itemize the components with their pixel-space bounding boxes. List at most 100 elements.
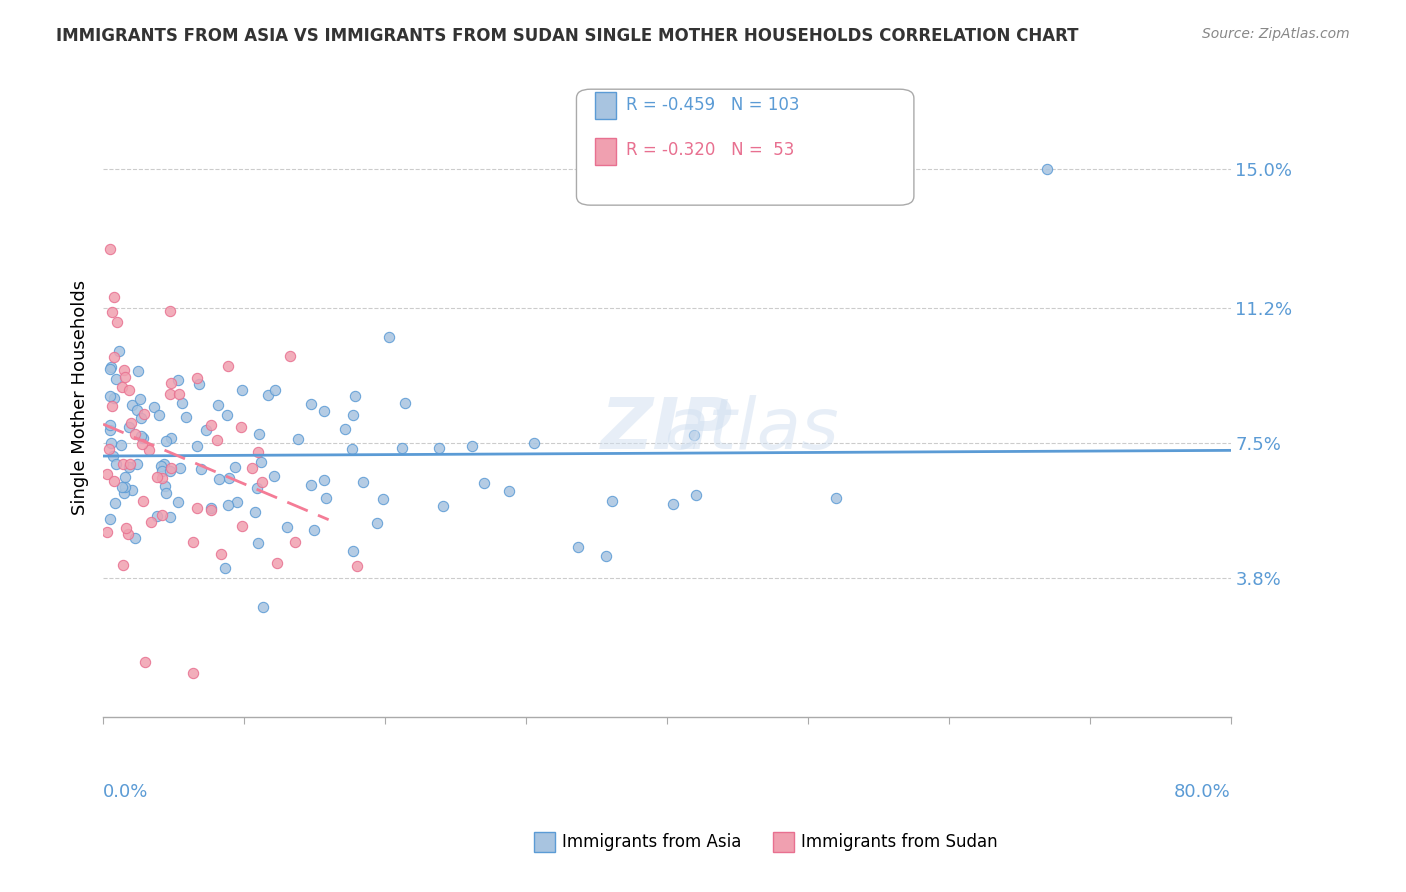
Point [825,491,848,505]
Text: ZIP: ZIP [600,394,733,464]
Point [100,359,122,374]
Text: Immigrants from Asia: Immigrants from Asia [562,833,742,851]
Point [252,600,274,615]
Point [391,442,413,456]
Point [176,410,198,425]
Point [299,397,322,411]
Point [266,556,288,570]
Point [112,486,135,500]
Point [150,471,173,485]
Point [314,404,336,418]
Point [167,373,190,387]
Point [110,438,132,452]
Point [118,383,141,397]
Point [181,534,204,549]
Point [600,494,623,508]
Point [134,655,156,669]
Point [118,460,141,475]
Point [208,473,231,487]
Point [103,474,125,488]
Point [155,485,177,500]
Point [120,416,142,430]
Point [595,549,617,563]
Point [247,444,270,458]
Point [461,439,484,453]
Point [124,426,146,441]
Point [250,455,273,469]
Point [214,561,236,575]
Point [342,544,364,558]
Point [229,420,252,434]
Point [246,536,269,550]
Point [129,392,152,407]
Point [378,330,401,344]
Point [200,500,222,515]
Point [112,363,135,377]
Point [263,384,285,398]
Point [299,478,322,492]
Point [150,458,173,473]
Point [472,476,495,491]
Point [167,387,190,401]
Point [98,362,121,376]
Point [567,540,589,554]
Text: R = -0.320   N =  53: R = -0.320 N = 53 [626,141,794,159]
Point [315,491,337,505]
Point [263,469,285,483]
Point [662,497,685,511]
Point [183,665,205,680]
Point [105,315,128,329]
Point [103,496,125,510]
Point [371,492,394,507]
Point [250,475,273,490]
Point [124,532,146,546]
Point [98,423,121,437]
Point [432,499,454,513]
Point [243,505,266,519]
Point [127,364,149,378]
Point [114,370,136,384]
Point [246,481,269,495]
Point [160,460,183,475]
Point [103,449,125,463]
Point [160,376,183,391]
Point [153,479,176,493]
Point [200,503,222,517]
Point [111,480,134,494]
Point [146,470,169,484]
Point [114,470,136,484]
Point [96,525,118,540]
Text: atlas: atlas [664,394,839,464]
Point [209,547,232,561]
Point [111,558,134,573]
Point [352,475,374,490]
Point [121,399,143,413]
Point [96,467,118,482]
Point [186,370,208,384]
Point [105,372,128,386]
Point [121,483,143,497]
Point [114,480,136,494]
Point [231,383,253,397]
Point [127,403,149,417]
Point [117,420,139,434]
Point [186,439,208,453]
Point [342,442,364,456]
Point [226,495,249,509]
Point [105,457,128,471]
Point [129,411,152,425]
Point [131,437,153,451]
Point [685,488,707,502]
Text: Immigrants from Sudan: Immigrants from Sudan [801,833,998,851]
Point [100,436,122,450]
Point [160,432,183,446]
Point [100,305,122,319]
Point [312,473,335,487]
Point [200,417,222,432]
Point [186,500,208,515]
Point [247,426,270,441]
Point [98,418,121,433]
Point [132,494,155,508]
Point [134,407,156,421]
Text: IMMIGRANTS FROM ASIA VS IMMIGRANTS FROM SUDAN SINGLE MOTHER HOUSEHOLDS CORRELATI: IMMIGRANTS FROM ASIA VS IMMIGRANTS FROM … [56,27,1078,45]
